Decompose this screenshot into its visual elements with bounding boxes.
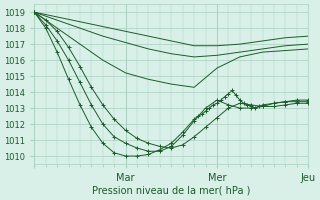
X-axis label: Pression niveau de la mer( hPa ): Pression niveau de la mer( hPa ) (92, 186, 251, 196)
